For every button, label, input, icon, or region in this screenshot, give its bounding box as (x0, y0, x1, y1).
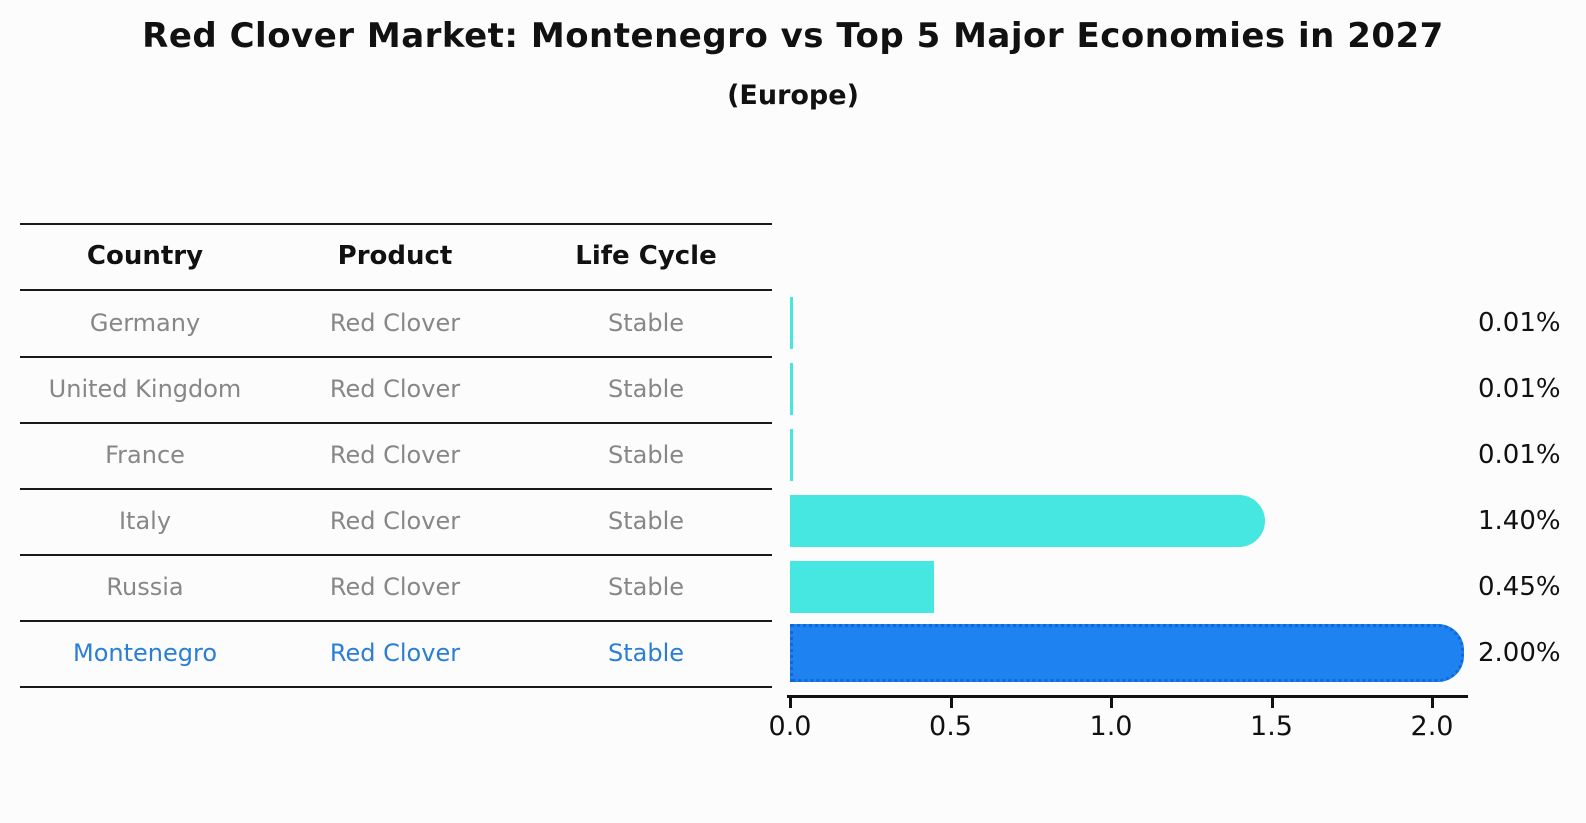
table-header-row: Country Product Life Cycle (20, 240, 772, 272)
table-row: Germany Red Clover Stable (20, 307, 772, 339)
column-header-life-cycle: Life Cycle (575, 241, 717, 271)
column-header-country: Country (86, 241, 204, 271)
column-header-product: Product (337, 241, 453, 271)
bar-value-label: 0.01% (1478, 374, 1561, 404)
x-axis-tick (1431, 698, 1434, 708)
x-axis-tick-label: 2.0 (1410, 711, 1454, 742)
cell-product: Red Clover (329, 309, 461, 337)
cell-product: Red Clover (329, 507, 461, 535)
x-axis-tick-label: 0.5 (929, 711, 972, 742)
bar-france (790, 429, 793, 481)
bar-italy (790, 495, 1265, 547)
cell-product: Red Clover (329, 573, 461, 601)
cell-country: Russia (106, 573, 184, 601)
table-border-bottom (20, 686, 772, 688)
x-axis-tick (949, 698, 953, 708)
x-axis-tick-label: 1.5 (1250, 711, 1293, 742)
cell-life-cycle: Stable (607, 573, 685, 601)
cell-life-cycle: Stable (607, 639, 685, 667)
cell-product: Red Clover (329, 441, 461, 469)
chart-subtitle: (Europe) (727, 80, 859, 111)
x-axis-tick (1110, 698, 1113, 708)
bar-value-label: 2.00% (1478, 638, 1561, 668)
table-row-rule (20, 554, 772, 556)
bar-value-label: 1.40% (1478, 506, 1561, 536)
bar-value-label: 0.01% (1478, 440, 1561, 470)
cell-product: Red Clover (329, 375, 461, 403)
bar-montenegro (790, 624, 1464, 682)
table-row-rule (20, 422, 772, 424)
bar-value-label: 0.01% (1478, 308, 1561, 338)
x-axis-tick (789, 698, 792, 708)
x-axis-tick-label: 1.0 (1089, 711, 1133, 742)
chart-title: Red Clover Market: Montenegro vs Top 5 M… (142, 16, 1444, 56)
cell-country: Germany (89, 309, 201, 337)
cell-life-cycle: Stable (607, 309, 685, 337)
table-row-rule (20, 488, 772, 490)
bar-united-kingdom (790, 363, 793, 415)
table-row-rule (20, 620, 772, 622)
bar-germany (790, 297, 793, 349)
table-row-highlighted: Montenegro Red Clover Stable (20, 637, 772, 669)
table-row: Russia Red Clover Stable (20, 571, 772, 603)
cell-country: United Kingdom (48, 375, 242, 403)
table-header-rule (20, 289, 772, 291)
cell-life-cycle: Stable (607, 441, 685, 469)
cell-life-cycle: Stable (607, 375, 685, 403)
cell-country: Italy (118, 507, 172, 535)
table-row: France Red Clover Stable (20, 439, 772, 471)
table-row: Italy Red Clover Stable (20, 505, 772, 537)
table-row-rule (20, 356, 772, 358)
bar-value-label: 0.45% (1478, 572, 1561, 602)
cell-product: Red Clover (329, 639, 461, 667)
cell-life-cycle: Stable (607, 507, 685, 535)
x-axis-tick (1270, 698, 1274, 708)
table-border-top (20, 223, 772, 225)
table-row: United Kingdom Red Clover Stable (20, 373, 772, 405)
cell-country: Montenegro (72, 639, 217, 667)
x-axis-line (787, 695, 1468, 698)
cell-country: France (105, 441, 185, 469)
x-axis-tick-label: 0.0 (768, 711, 812, 742)
bar-russia (790, 561, 934, 613)
